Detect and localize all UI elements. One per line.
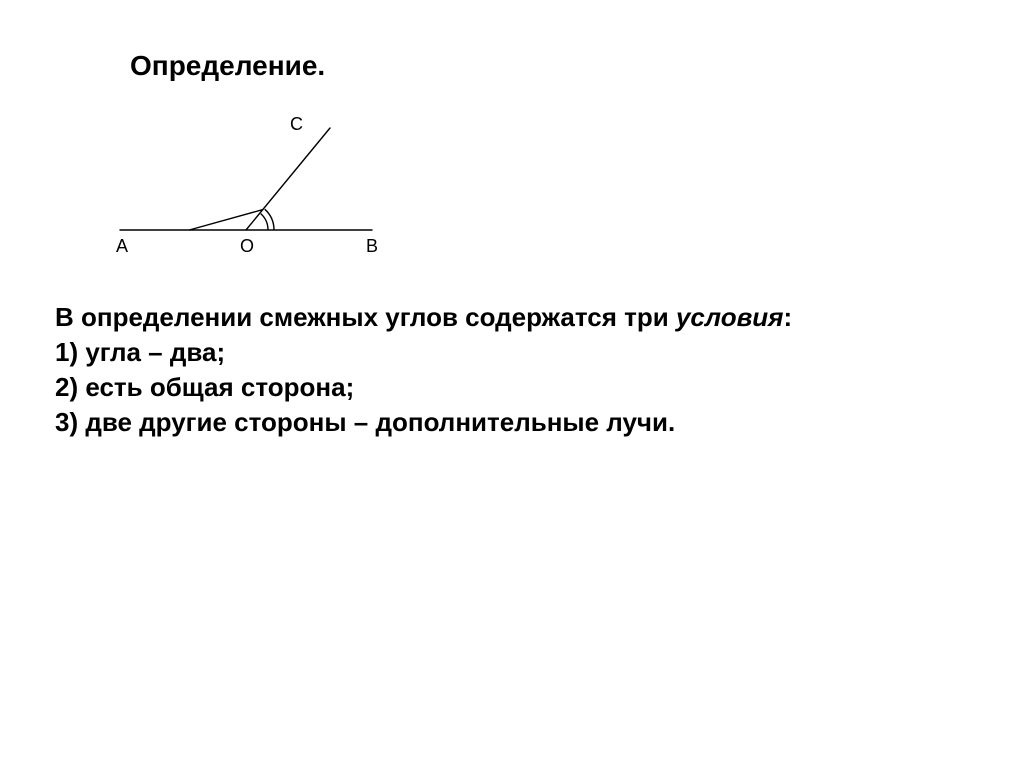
cond-1: 1) угла – два; xyxy=(55,335,792,370)
intro-line: В определении смежных углов содержатся т… xyxy=(55,300,792,335)
page: Определение. A O B C В определении смежных … xyxy=(0,0,1024,768)
svg-text:A: A xyxy=(116,236,128,256)
angle-diagram-svg: A O B C xyxy=(80,110,400,270)
section-heading: Определение. xyxy=(130,50,325,82)
intro-suffix: : xyxy=(783,302,792,332)
svg-text:O: O xyxy=(240,236,254,256)
definition-body: В определении смежных углов содержатся т… xyxy=(55,300,792,440)
svg-text:C: C xyxy=(290,114,303,134)
cond-2: 2) есть общая сторона; xyxy=(55,370,792,405)
intro-prefix: В определении смежных углов содержатся т… xyxy=(55,302,676,332)
svg-text:B: B xyxy=(366,236,378,256)
cond-3: 3) две другие стороны – дополнительные л… xyxy=(55,405,792,440)
intro-emph: условия xyxy=(676,302,784,332)
angle-diagram: A O B C xyxy=(80,110,400,275)
